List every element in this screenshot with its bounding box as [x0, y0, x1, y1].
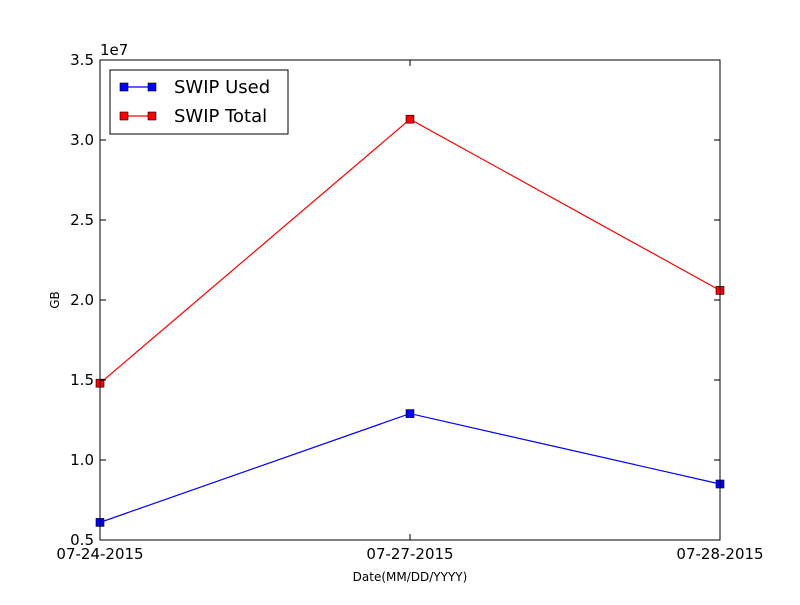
- y-tick-label: 1.5: [70, 371, 94, 389]
- y-tick-label: 0.5: [70, 531, 94, 549]
- y-tick-label: 3.5: [70, 51, 94, 69]
- legend-box: [109, 69, 289, 135]
- x-tick-label: 07-27-2015: [366, 545, 453, 563]
- y-tick-label: 3.0: [70, 131, 94, 149]
- x-axis-label: Date(MM/DD/YYYY): [353, 570, 468, 584]
- y-tick-label: 2.0: [70, 291, 94, 309]
- data-point-marker: [405, 114, 415, 124]
- x-tick-label: 07-28-2015: [676, 545, 763, 563]
- legend-label: SWIP Total: [174, 106, 267, 127]
- legend-marker: [147, 82, 157, 92]
- y-axis-label: GB: [48, 291, 62, 309]
- legend-marker: [147, 111, 157, 121]
- legend-marker: [119, 111, 129, 121]
- legend: SWIP Used SWIP Total: [109, 69, 289, 135]
- legend-label: SWIP Used: [174, 77, 270, 98]
- legend-marker: [119, 82, 129, 92]
- data-point-marker: [405, 409, 415, 418]
- y-axis-offset-label: 1e7: [100, 41, 128, 59]
- tick-layer: 07-24-2015 07-27-2015 07-28-2015 0.5 1.0 1.5 2…: [56, 51, 763, 563]
- x-tick-label: 07-24-2015: [56, 545, 143, 563]
- y-tick-label: 1.0: [70, 451, 94, 469]
- y-tick-label: 2.5: [70, 211, 94, 229]
